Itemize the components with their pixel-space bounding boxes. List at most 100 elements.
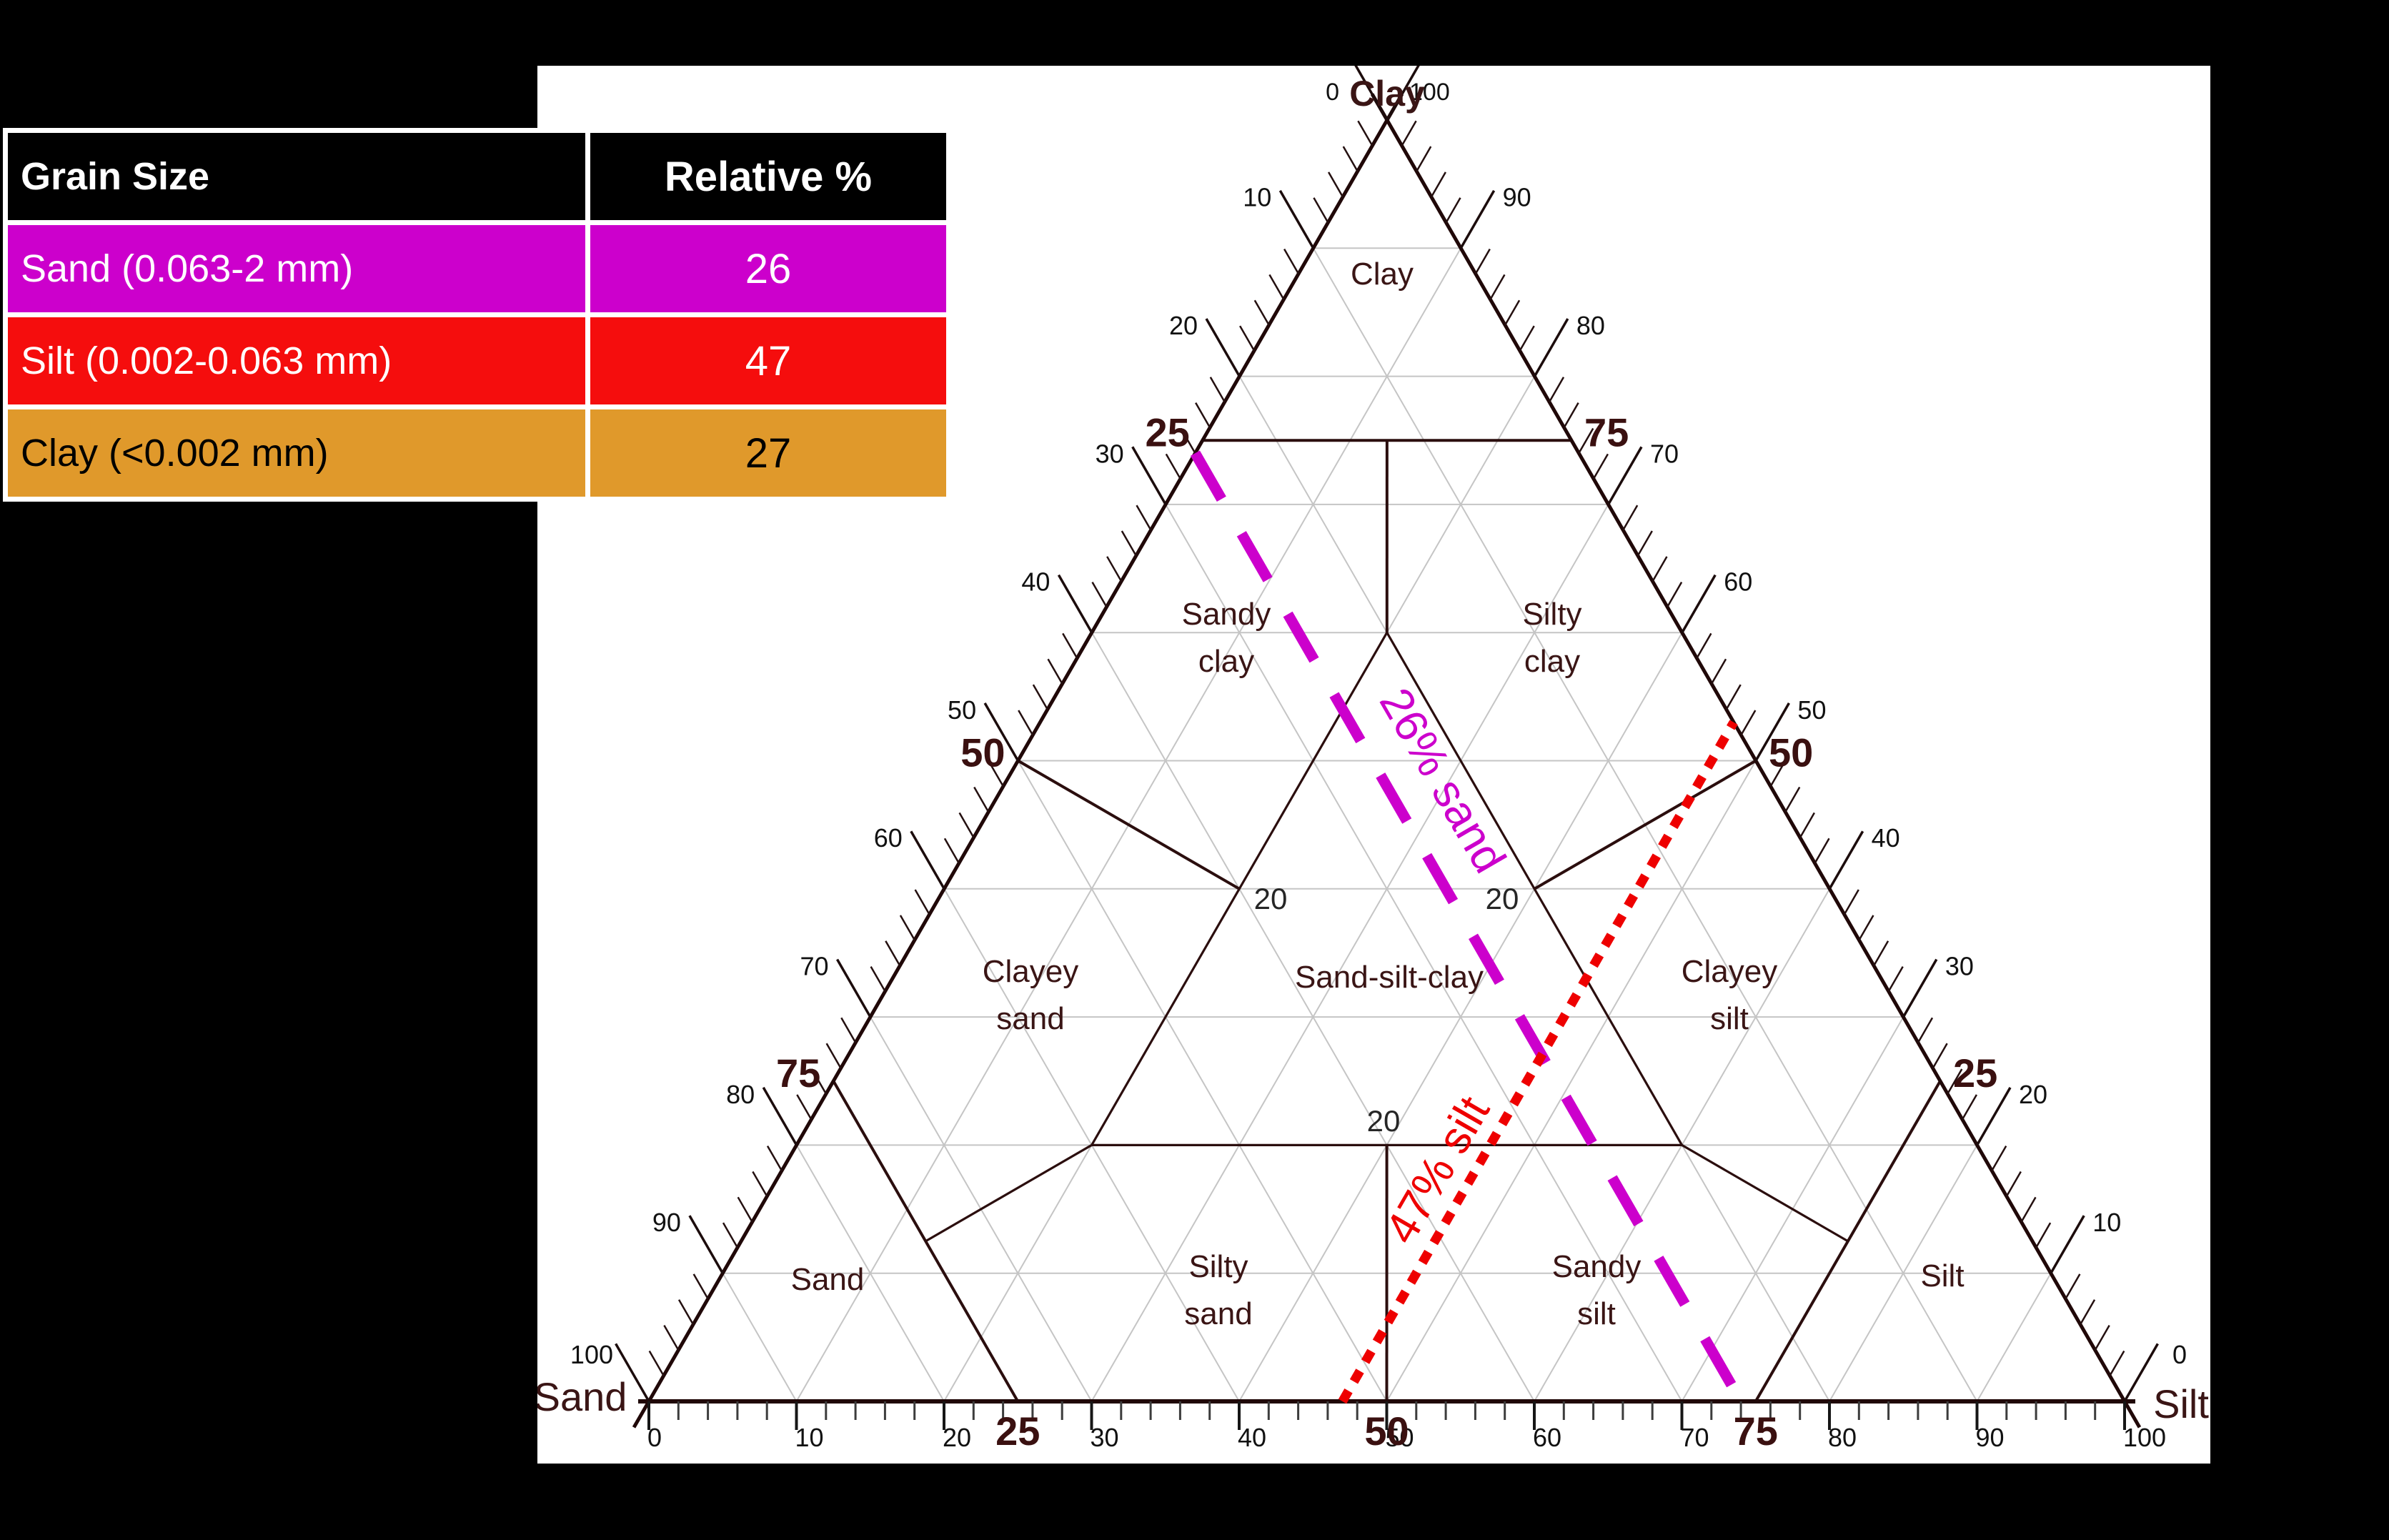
hash-left	[1032, 684, 1048, 710]
hash-left	[677, 1299, 695, 1326]
hash-left	[870, 965, 886, 992]
grid-sand-50	[1017, 760, 1388, 1402]
hash-left	[1195, 402, 1211, 428]
hash-right	[1519, 325, 1535, 352]
right-axis-bold-25: 25	[1953, 1050, 1997, 1096]
region-label-clayey-silt: Clayey	[1682, 954, 1778, 989]
tick-right-50	[1754, 702, 1790, 762]
hash-right	[1887, 965, 1904, 992]
left-axis-70: 70	[800, 951, 828, 980]
hash-right	[1667, 582, 1683, 607]
bottom-axis-60: 60	[1533, 1423, 1561, 1452]
hash-right	[1696, 632, 1712, 659]
hash-left	[1136, 505, 1152, 531]
grid-silt-30	[1091, 504, 1609, 1402]
hash-left	[1313, 197, 1329, 224]
tick-left-60	[910, 830, 945, 890]
hash-left	[988, 761, 1004, 787]
tick-left-90	[688, 1215, 724, 1274]
tick-left-70	[835, 958, 872, 1018]
hash-left	[663, 1324, 680, 1351]
hash-right	[1622, 505, 1639, 531]
hash-left	[1047, 658, 1063, 685]
bottom-axis-70: 70	[1681, 1423, 1709, 1452]
bottom-axis-0: 0	[647, 1423, 662, 1452]
hash-right	[1548, 377, 1565, 403]
tick-right-30	[1902, 958, 1938, 1018]
region-label-sand-silt-clay: Sand-silt-clay	[1295, 960, 1484, 995]
tick-left-0	[1354, 66, 1389, 121]
right-axis-bold-75: 75	[1584, 409, 1629, 454]
region-label-sandy-clay: clay	[1198, 644, 1254, 679]
tick-right-90	[1459, 189, 1496, 249]
right-axis-20: 20	[2019, 1080, 2047, 1109]
hash-right	[2020, 1196, 2037, 1223]
tick-left-40	[1057, 574, 1093, 634]
hash-left	[958, 812, 975, 838]
hash-left	[766, 1145, 783, 1171]
hash-right	[1445, 197, 1461, 224]
region-label-silty-clay: clay	[1524, 644, 1580, 679]
hash-left	[1253, 299, 1270, 326]
hash-right	[1489, 274, 1506, 300]
region-label-sandy-clay: Sandy	[1182, 597, 1271, 632]
guide-label-sand: 26% sand	[1370, 680, 1516, 882]
right-axis-bold-50: 50	[1769, 730, 1813, 775]
hash-right	[1401, 120, 1417, 146]
region-label-silty-sand: sand	[1184, 1296, 1252, 1331]
left-axis-bold-25: 25	[1145, 409, 1189, 454]
grid-silt-80	[1829, 1144, 1978, 1402]
bottom-axis-30: 30	[1091, 1423, 1119, 1452]
bottom-axis-20: 20	[943, 1423, 971, 1452]
tick-right-100	[1386, 66, 1420, 121]
grid-silt-50	[1386, 760, 1757, 1402]
left-axis-corner: 100	[570, 1340, 613, 1369]
hash-left	[1327, 172, 1344, 198]
left-axis-90: 90	[652, 1208, 681, 1237]
hash-left	[1239, 325, 1256, 352]
table-header-grain-size: Grain Size	[8, 133, 585, 220]
hash-left	[737, 1196, 753, 1223]
tick-left-80	[762, 1086, 798, 1146]
left-axis-bold-50: 50	[960, 730, 1005, 775]
right-axis-30: 30	[1945, 952, 1974, 981]
boundary-silt-clay-upper	[1534, 759, 1757, 890]
tick-right-40	[1828, 830, 1864, 890]
grid-silt-90	[1976, 1273, 2052, 1402]
corner-label-clay: Clay	[1349, 74, 1425, 114]
grid-sand-90	[722, 1273, 798, 1402]
region-label-clayey-sand: sand	[996, 1001, 1064, 1036]
left-axis-10: 10	[1243, 183, 1271, 212]
right-axis-apex: 100	[1409, 79, 1450, 106]
left-axis-40: 40	[1021, 567, 1050, 597]
hash-left	[914, 889, 930, 915]
hash-left	[692, 1273, 709, 1300]
region-label-clay: Clay	[1351, 257, 1414, 292]
tick-left-10	[1278, 189, 1315, 249]
table-row-silt-value: 47	[590, 317, 946, 404]
hash-left	[1106, 556, 1123, 582]
hash-right	[1740, 710, 1757, 736]
hash-right	[2079, 1299, 2096, 1326]
right-axis-corner: 0	[2172, 1340, 2187, 1369]
right-axis-80: 80	[1576, 311, 1605, 340]
bottom-axis-90: 90	[1976, 1423, 2005, 1452]
bottom-axis-bold-25: 25	[995, 1409, 1040, 1454]
tick-right-0	[2123, 1343, 2159, 1402]
region-label-sandy-silt: Sandy	[1552, 1249, 1641, 1284]
right-axis-90: 90	[1503, 183, 1531, 212]
inner-tick-1: 20	[1486, 882, 1519, 915]
hash-right	[1947, 1068, 1963, 1095]
hash-right	[1917, 1017, 1934, 1043]
corner-label-sand: Sand	[537, 1374, 627, 1419]
boundary-sand-clay-lower	[1681, 1144, 1849, 1243]
hash-right	[1784, 786, 1801, 813]
hash-left	[1018, 710, 1034, 736]
hash-right	[1430, 172, 1446, 198]
hash-right	[2109, 1350, 2125, 1376]
table-row-sand-value: 26	[590, 225, 946, 312]
hash-left	[1357, 120, 1374, 146]
tick-left-100	[615, 1343, 650, 1402]
hash-left	[973, 786, 990, 813]
tick-left-30	[1131, 446, 1167, 505]
